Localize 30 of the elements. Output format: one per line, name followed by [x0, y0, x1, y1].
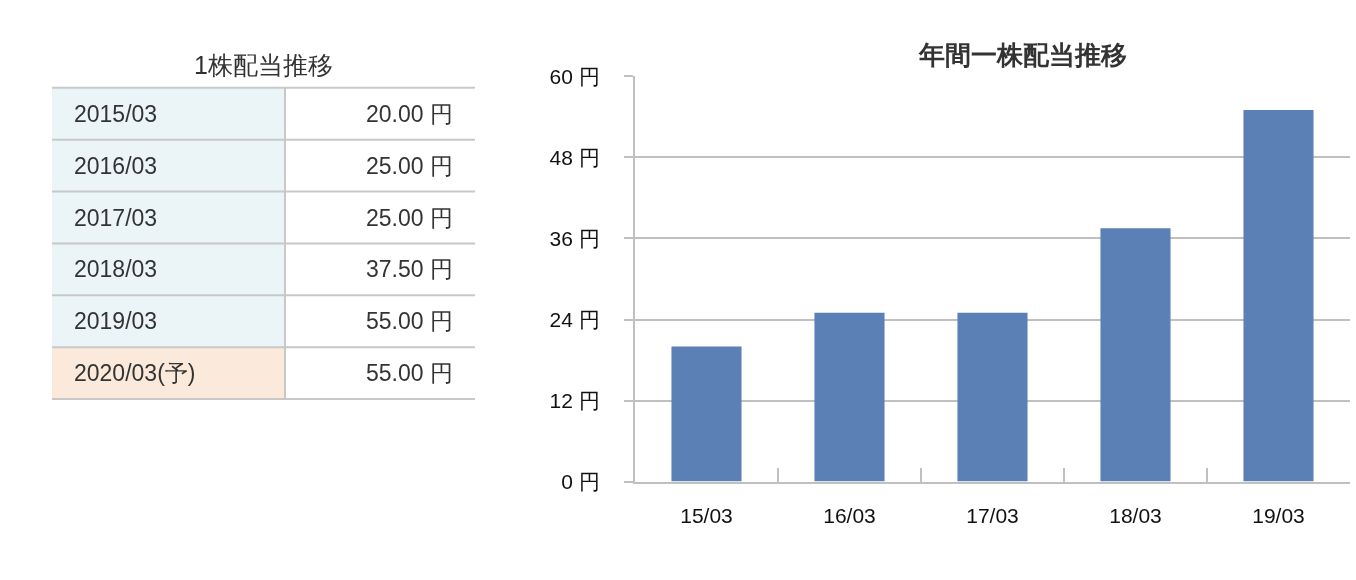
- chart-title: 年間一株配当推移: [918, 40, 1127, 70]
- data-label: 20.00 円: [366, 101, 453, 127]
- y-tick-label: 24 円: [549, 307, 600, 331]
- category-label: 2015/03: [74, 101, 158, 127]
- x-tick-label: 18/03: [1109, 503, 1162, 527]
- bar: [814, 312, 885, 482]
- y-tick-label: 12 円: [549, 388, 600, 412]
- data-label: 25.00 円: [366, 153, 453, 179]
- category-label: 2016/03: [74, 153, 158, 179]
- data-label: 25.00 円: [366, 205, 453, 231]
- data-label: 55.00 円: [366, 360, 453, 386]
- x-tick-label: 17/03: [966, 503, 1019, 527]
- x-tick-label: 19/03: [1252, 503, 1305, 527]
- bar: [1100, 228, 1171, 482]
- y-tick-label: 36 円: [549, 226, 600, 250]
- category-label: 2018/03: [74, 256, 158, 282]
- y-tick-label: 48 円: [549, 145, 600, 169]
- category-label: 2017/03: [74, 205, 158, 231]
- bar: [671, 346, 742, 482]
- y-tick-label: 60 円: [549, 64, 600, 88]
- data-label: 37.50 円: [366, 256, 453, 282]
- category-label: 2020/03(予): [74, 360, 196, 386]
- x-tick-label: 15/03: [680, 503, 733, 527]
- category-label: 2019/03: [74, 308, 158, 334]
- text: 1株配当推移: [194, 51, 333, 79]
- data-label: 55.00 円: [366, 308, 453, 334]
- bar: [957, 312, 1028, 482]
- bar: [1243, 110, 1314, 482]
- x-tick-label: 16/03: [823, 503, 876, 527]
- y-tick-label: 0 円: [561, 469, 600, 493]
